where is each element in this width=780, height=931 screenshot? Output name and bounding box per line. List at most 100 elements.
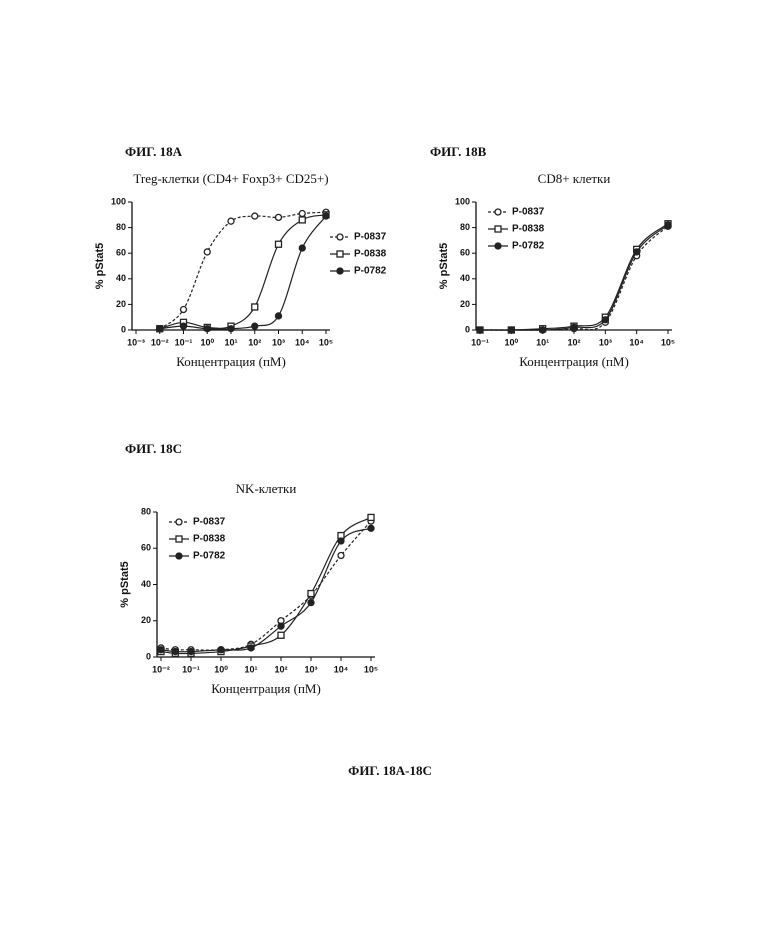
- legend-label: P-0838: [193, 534, 226, 545]
- marker: [252, 213, 258, 219]
- marker: [308, 591, 314, 597]
- y-tick-label: 80: [116, 222, 126, 232]
- marker: [204, 249, 210, 255]
- legend-label: P-0782: [512, 241, 545, 252]
- legend-label: P-0837: [512, 207, 545, 218]
- x-tick-label: 10⁰: [505, 337, 519, 347]
- marker: [602, 317, 608, 323]
- y-tick-label: 100: [111, 196, 126, 206]
- marker: [323, 213, 329, 219]
- legend-label: P-0838: [354, 249, 387, 260]
- marker: [158, 647, 164, 653]
- legend-label: P-0837: [354, 232, 387, 243]
- y-tick-label: 60: [141, 543, 151, 553]
- x-tick-label: 10⁻²: [151, 337, 169, 347]
- marker: [368, 525, 374, 531]
- marker: [204, 326, 210, 332]
- x-tick-label: 10⁰: [214, 664, 228, 674]
- x-tick-label: 10⁰: [200, 337, 214, 347]
- figure-label: ФИГ. 18B: [430, 144, 487, 159]
- marker: [299, 245, 305, 251]
- legend-marker: [495, 226, 501, 232]
- y-tick-label: 40: [141, 579, 151, 589]
- x-tick-label: 10⁵: [364, 664, 378, 674]
- y-tick-label: 0: [465, 324, 470, 334]
- marker: [477, 327, 483, 333]
- marker: [181, 307, 187, 313]
- legend-marker: [176, 553, 182, 559]
- series-line: [480, 226, 668, 330]
- legend-marker: [176, 536, 182, 542]
- series-line: [161, 528, 371, 651]
- x-tick-label: 10¹: [244, 664, 257, 674]
- legend-label: P-0782: [193, 551, 226, 562]
- marker: [181, 323, 187, 329]
- x-tick-label: 10³: [599, 337, 612, 347]
- marker: [248, 645, 254, 651]
- y-tick-label: 0: [146, 651, 151, 661]
- x-axis-label: Концентрация (пМ): [519, 354, 629, 369]
- marker: [172, 649, 178, 655]
- y-axis-label: % pStat5: [438, 243, 450, 289]
- x-tick-label: 10²: [248, 337, 261, 347]
- marker: [157, 326, 163, 332]
- marker: [634, 249, 640, 255]
- chart-title: NK-клетки: [236, 481, 297, 496]
- y-tick-label: 40: [116, 273, 126, 283]
- y-tick-label: 40: [460, 273, 470, 283]
- x-tick-label: 10⁴: [334, 664, 348, 674]
- marker: [299, 211, 305, 217]
- y-tick-label: 60: [460, 248, 470, 258]
- marker: [188, 649, 194, 655]
- marker: [540, 327, 546, 333]
- marker: [278, 632, 284, 638]
- figure-label: ФИГ. 18C: [125, 441, 182, 456]
- marker: [252, 323, 258, 329]
- marker: [338, 538, 344, 544]
- marker: [278, 623, 284, 629]
- x-tick-label: 10⁴: [295, 337, 309, 347]
- figure-label: ФИГ. 18A: [125, 144, 183, 159]
- x-tick-label: 10⁻¹: [175, 337, 193, 347]
- marker: [571, 324, 577, 330]
- x-tick-label: 10⁴: [629, 337, 643, 347]
- y-axis-label: % pStat5: [94, 243, 106, 289]
- y-tick-label: 20: [460, 299, 470, 309]
- x-tick-label: 10¹: [536, 337, 549, 347]
- y-tick-label: 0: [121, 324, 126, 334]
- legend-label: P-0838: [512, 224, 545, 235]
- x-tick-label: 10²: [567, 337, 580, 347]
- y-tick-label: 60: [116, 248, 126, 258]
- x-axis-label: Концентрация (пМ): [211, 681, 321, 696]
- series-line: [480, 224, 668, 330]
- marker: [299, 217, 305, 223]
- y-tick-label: 80: [141, 506, 151, 516]
- legend-marker: [337, 268, 343, 274]
- marker: [276, 241, 282, 247]
- page: ФИГ. 18A-18C ФИГ. 18A Treg-клетки (CD4+ F…: [0, 0, 780, 931]
- x-tick-label: 10⁵: [319, 337, 333, 347]
- x-tick-label: 10⁵: [661, 337, 675, 347]
- y-tick-label: 20: [116, 299, 126, 309]
- x-tick-label: 10⁻¹: [471, 337, 489, 347]
- marker: [218, 647, 224, 653]
- x-tick-label: 10⁻¹: [182, 664, 200, 674]
- x-tick-label: 10⁻²: [152, 664, 170, 674]
- marker: [276, 313, 282, 319]
- y-tick-label: 80: [460, 222, 470, 232]
- caption: ФИГ. 18A-18C: [348, 763, 432, 778]
- x-tick-label: 10³: [272, 337, 285, 347]
- x-tick-label: 10²: [274, 664, 287, 674]
- marker: [508, 327, 514, 333]
- marker: [308, 600, 314, 606]
- x-tick-label: 10¹: [224, 337, 237, 347]
- marker: [368, 514, 374, 520]
- chart-title: Treg-клетки (CD4+ Foxp3+ CD25+): [133, 171, 328, 186]
- marker: [228, 218, 234, 224]
- marker: [665, 222, 671, 228]
- x-tick-label: 10³: [304, 664, 317, 674]
- chart-title: CD8+ клетки: [538, 171, 611, 186]
- x-tick-label: 10⁻³: [127, 337, 145, 347]
- legend-marker: [337, 234, 343, 240]
- legend-marker: [337, 251, 343, 257]
